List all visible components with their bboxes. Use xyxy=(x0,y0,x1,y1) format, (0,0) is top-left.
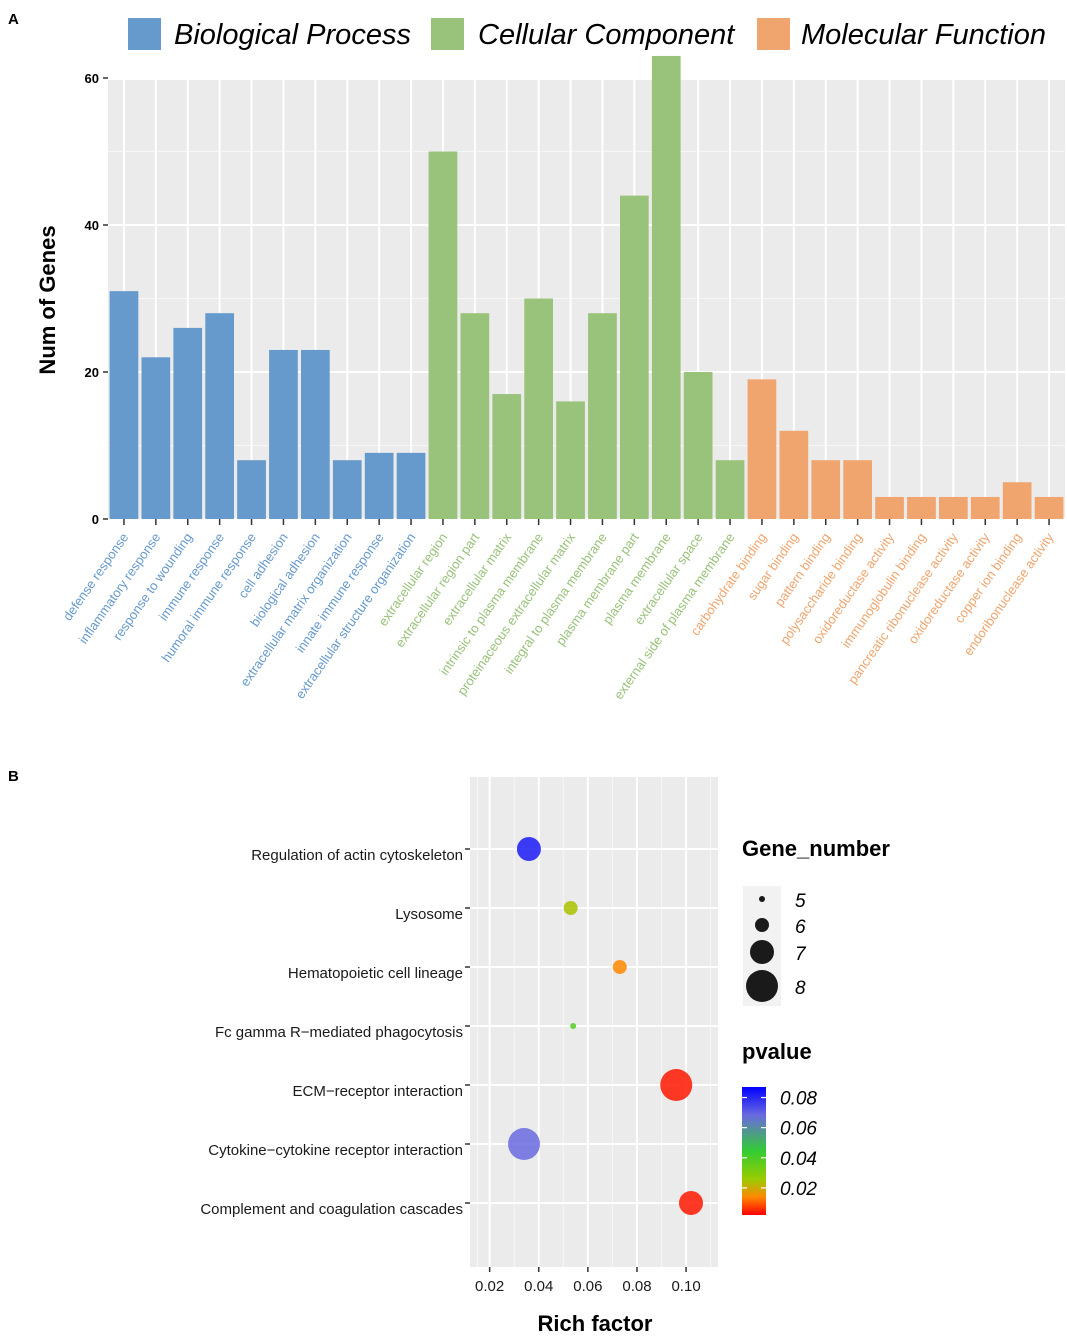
bar-9 xyxy=(396,452,426,519)
bar-2 xyxy=(173,327,203,519)
bar-21 xyxy=(779,430,809,519)
size-legend-dot-8 xyxy=(746,970,778,1002)
bar-0 xyxy=(109,291,139,519)
gene-number-legend-title: Gene_number xyxy=(742,836,890,861)
bar-10 xyxy=(428,151,458,519)
bar-4 xyxy=(237,460,266,519)
bar-legend: Biological Process Cellular Component Mole… xyxy=(128,18,1046,51)
bar-y-tick-label: 0 xyxy=(92,512,99,527)
bubble-point-6 xyxy=(678,1191,703,1215)
bubble-y-axis: Regulation of actin cytoskeleton Lysosome… xyxy=(200,847,470,1218)
legend-label-1: Cellular Component xyxy=(478,19,736,51)
bar-y-tick-label: 40 xyxy=(85,218,99,233)
size-legend-label: 5 xyxy=(795,891,806,912)
bubble-point-5 xyxy=(508,1128,541,1160)
bar-7 xyxy=(332,460,362,519)
size-legend-label: 7 xyxy=(795,944,807,965)
bubble-y-tick-label: Hematopoietic cell lineage xyxy=(288,965,463,982)
pvalue-legend-title: pvalue xyxy=(742,1039,812,1064)
bubble-point-4 xyxy=(660,1069,693,1101)
bubble-x-tick-label: 0.10 xyxy=(671,1278,700,1295)
bar-22 xyxy=(811,460,841,519)
bar-y-axis-title: Num of Genes xyxy=(35,225,60,374)
bar-29 xyxy=(1034,496,1064,519)
bar-5 xyxy=(269,349,298,519)
bubble-gridlines xyxy=(470,777,718,1267)
bar-12 xyxy=(492,394,522,519)
bubble-x-tick-label: 0.08 xyxy=(622,1278,651,1295)
bubble-y-tick-label: ECM−receptor interaction xyxy=(293,1083,464,1100)
bar-24 xyxy=(875,496,904,519)
bubble-series xyxy=(508,837,703,1215)
bar-13 xyxy=(524,298,554,519)
legend-key-2 xyxy=(757,18,790,50)
bar-8 xyxy=(364,452,394,519)
bar-19 xyxy=(715,460,745,519)
size-legend-dot-5 xyxy=(759,896,765,902)
bar-1 xyxy=(141,357,171,519)
bar-y-tick-label: 20 xyxy=(85,365,99,380)
bubble-y-tick-label: Cytokine−cytokine receptor interaction xyxy=(208,1142,463,1159)
colorbar-tick-label: 0.04 xyxy=(780,1149,817,1170)
bubble-panel-background xyxy=(470,777,718,1267)
bubble-y-tick-label: Lysosome xyxy=(395,906,463,923)
legend-key-1 xyxy=(431,18,464,50)
colorbar-tick-label: 0.08 xyxy=(780,1089,817,1110)
bar-15 xyxy=(588,313,617,519)
bubble-x-tick-label: 0.02 xyxy=(475,1278,504,1295)
bar-y-axis: 0 20 40 60 xyxy=(85,71,108,527)
bar-series xyxy=(109,55,1064,519)
legend-key-0 xyxy=(128,18,161,50)
bar-26 xyxy=(938,496,968,519)
size-legend-dot-6 xyxy=(755,918,769,932)
bar-17 xyxy=(651,55,681,519)
gene-number-legend: Gene_number 5 6 7 8 xyxy=(742,836,890,1006)
bar-14 xyxy=(556,401,585,519)
bar-16 xyxy=(619,195,649,519)
bar-6 xyxy=(300,349,330,519)
pvalue-colorbar xyxy=(742,1087,766,1215)
bubble-x-axis: 0.02 0.04 0.06 0.08 0.10 xyxy=(475,1267,701,1295)
bubble-y-tick-label: Fc gamma R−mediated phagocytosis xyxy=(215,1024,463,1041)
bar-27 xyxy=(970,496,1000,519)
size-legend-label: 8 xyxy=(795,978,806,999)
panel-label-a: A xyxy=(8,11,19,28)
colorbar-tick-label: 0.06 xyxy=(780,1119,817,1140)
bar-18 xyxy=(683,372,713,519)
bubble-x-tick-label: 0.04 xyxy=(524,1278,553,1295)
bubble-point-2 xyxy=(612,960,627,974)
bar-3 xyxy=(205,313,235,519)
bubble-point-0 xyxy=(516,837,541,861)
bar-25 xyxy=(907,496,936,519)
pvalue-legend: pvalue 0.08 0.06 0.04 0.02 xyxy=(742,1039,817,1215)
panel-label-b: B xyxy=(8,768,19,785)
bubble-y-tick-label: Complement and coagulation cascades xyxy=(200,1201,463,1218)
colorbar-tick-label: 0.02 xyxy=(780,1179,817,1200)
bubble-x-axis-title: Rich factor xyxy=(538,1311,653,1336)
bar-28 xyxy=(1002,482,1032,519)
legend-label-0: Biological Process xyxy=(174,19,411,51)
bar-11 xyxy=(460,313,490,519)
bubble-y-tick-label: Regulation of actin cytoskeleton xyxy=(251,847,463,864)
bar-panel-background xyxy=(108,80,1065,520)
bubble-point-3 xyxy=(570,1023,577,1029)
bar-23 xyxy=(843,460,873,519)
bubble-point-1 xyxy=(563,901,578,915)
size-legend-label: 6 xyxy=(795,917,806,938)
legend-label-2: Molecular Function xyxy=(801,19,1046,51)
bar-y-tick-label: 60 xyxy=(85,71,99,86)
size-legend-dot-7 xyxy=(750,940,774,964)
bubble-x-tick-label: 0.06 xyxy=(573,1278,602,1295)
bar-20 xyxy=(747,379,777,519)
